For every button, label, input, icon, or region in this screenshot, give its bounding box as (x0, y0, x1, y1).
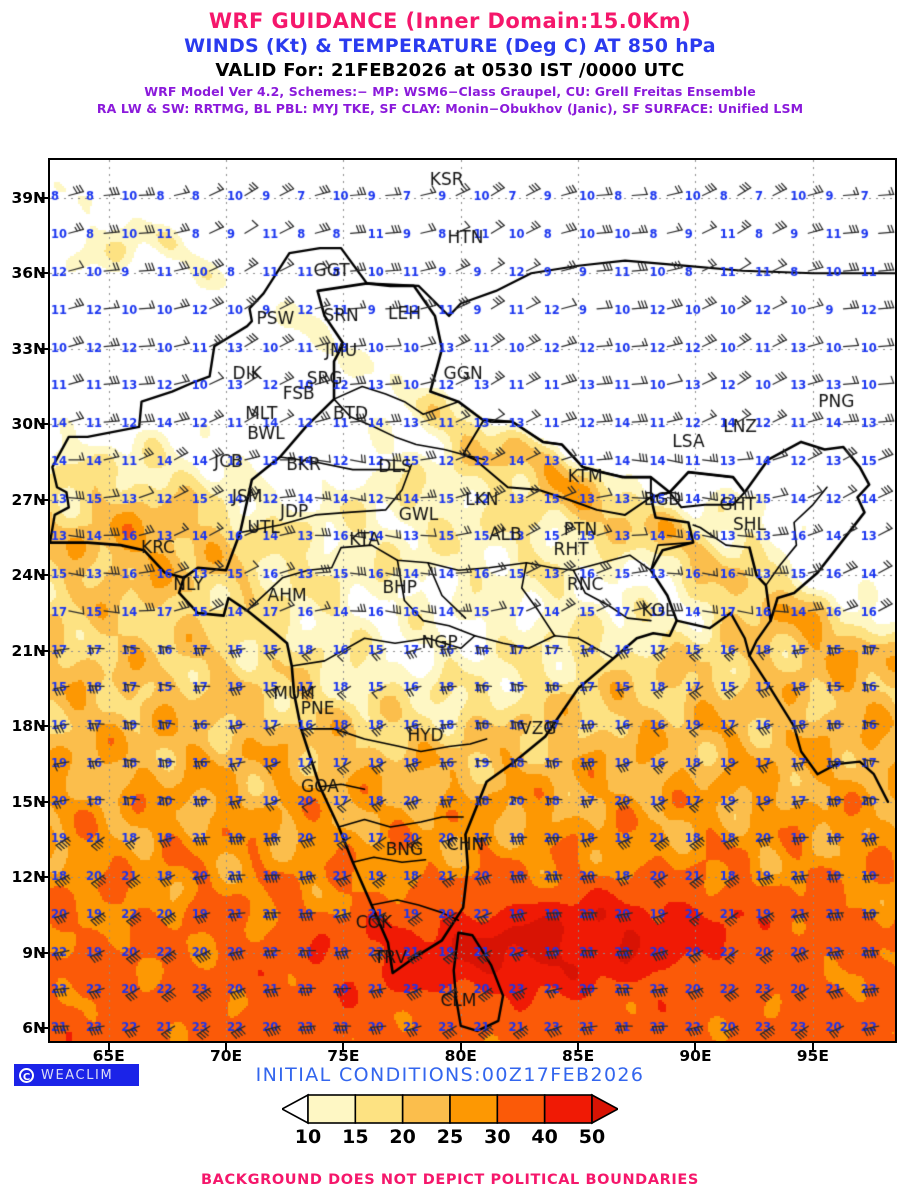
x-axis-label: 95E (796, 1047, 829, 1065)
y-axis-label: 24N (11, 566, 46, 585)
y-axis-label: 36N (11, 264, 46, 283)
y-axis-label: 15N (11, 792, 46, 811)
x-axis-tick (342, 1043, 345, 1051)
header-block: WRF GUIDANCE (Inner Domain:15.0Km) WINDS… (0, 0, 900, 117)
x-axis-label: 70E (209, 1047, 243, 1065)
initial-conditions-label: INITIAL CONDITIONS:00Z17FEB2026 (255, 1064, 645, 1086)
x-axis-tick (225, 1043, 228, 1051)
x-axis-tick (459, 1043, 462, 1051)
page-title: WRF GUIDANCE (Inner Domain:15.0Km) (208, 9, 692, 33)
colorbar-tick-label: 15 (342, 1126, 369, 1148)
x-axis-tick (577, 1043, 580, 1051)
colorbar-block: 10 15 20 25 30 40 50 (0, 1092, 900, 1152)
colorbar-over-arrow (591, 1093, 618, 1125)
y-axis-label: 9N (22, 943, 46, 962)
y-axis-tick (40, 196, 48, 199)
y-axis-label: 18N (11, 717, 46, 736)
x-axis-label: 90E (679, 1047, 712, 1065)
weaclim-label: WEACLIM (41, 1067, 114, 1083)
y-axis-tick (40, 272, 48, 275)
colorbar (282, 1093, 618, 1125)
y-axis-tick (40, 876, 48, 879)
x-axis-label: 80E (444, 1047, 477, 1065)
y-axis-tick (40, 574, 48, 577)
x-axis-label: 85E (562, 1047, 595, 1065)
x-axis-tick (107, 1043, 110, 1051)
y-axis-tick (40, 649, 48, 652)
y-axis-label: 30N (11, 415, 46, 434)
colorbar-tick-label: 20 (389, 1126, 416, 1148)
y-axis-tick (40, 423, 48, 426)
y-axis-tick (40, 1027, 48, 1030)
page-subtitle: WINDS (Kt) & TEMPERATURE (Deg C) AT 850 … (184, 35, 716, 57)
valid-time-line: VALID For: 21FEB2026 at 0530 IST /0000 U… (215, 60, 685, 81)
weaclim-logo: C WEACLIM (14, 1064, 139, 1086)
temperature-wind-map (50, 160, 895, 1041)
colorbar-tick-label: 30 (484, 1126, 511, 1148)
colorbar-cell (496, 1094, 546, 1124)
model-scheme-line-1: WRF Model Ver 4.2, Schemes:− MP: WSM6−Cl… (144, 84, 756, 99)
model-scheme-line-2: RA LW & SW: RRTMG, BL PBL: MYJ TKE, SF C… (96, 101, 804, 116)
y-axis-tick (40, 725, 48, 728)
x-axis-tick (811, 1043, 814, 1051)
y-axis-label: 12N (11, 868, 46, 887)
colorbar-cell (449, 1094, 499, 1124)
x-axis-tick (694, 1043, 697, 1051)
y-axis-label: 33N (11, 339, 46, 358)
y-axis-label: 21N (11, 641, 46, 660)
colorbar-under-arrow (282, 1093, 309, 1125)
colorbar-tick-label: 10 (294, 1126, 322, 1148)
colorbar-cell (543, 1094, 593, 1124)
y-axis-tick (40, 347, 48, 350)
colorbar-cell (401, 1094, 451, 1124)
y-axis-label: 39N (11, 188, 46, 207)
copyright-icon: C (19, 1067, 34, 1083)
colorbar-tick-label: 50 (578, 1126, 606, 1148)
y-axis-label: 6N (22, 1019, 46, 1038)
y-axis-tick (40, 498, 48, 501)
y-axis-tick (40, 800, 48, 803)
colorbar-cell (354, 1094, 404, 1124)
colorbar-tick-label: 25 (436, 1126, 464, 1148)
colorbar-tick-label: 40 (531, 1126, 558, 1148)
x-axis-label: 65E (92, 1047, 125, 1065)
y-axis-tick (40, 951, 48, 954)
x-axis-label: 75E (327, 1047, 360, 1065)
map-plot-area[interactable] (48, 158, 897, 1043)
y-axis-label: 27N (11, 490, 46, 509)
disclaimer-footer: BACKGROUND DOES NOT DEPICT POLITICAL BOU… (201, 1172, 699, 1188)
colorbar-tick-labels: 10 15 20 25 30 40 50 (0, 1126, 900, 1150)
colorbar-cell (307, 1094, 357, 1124)
